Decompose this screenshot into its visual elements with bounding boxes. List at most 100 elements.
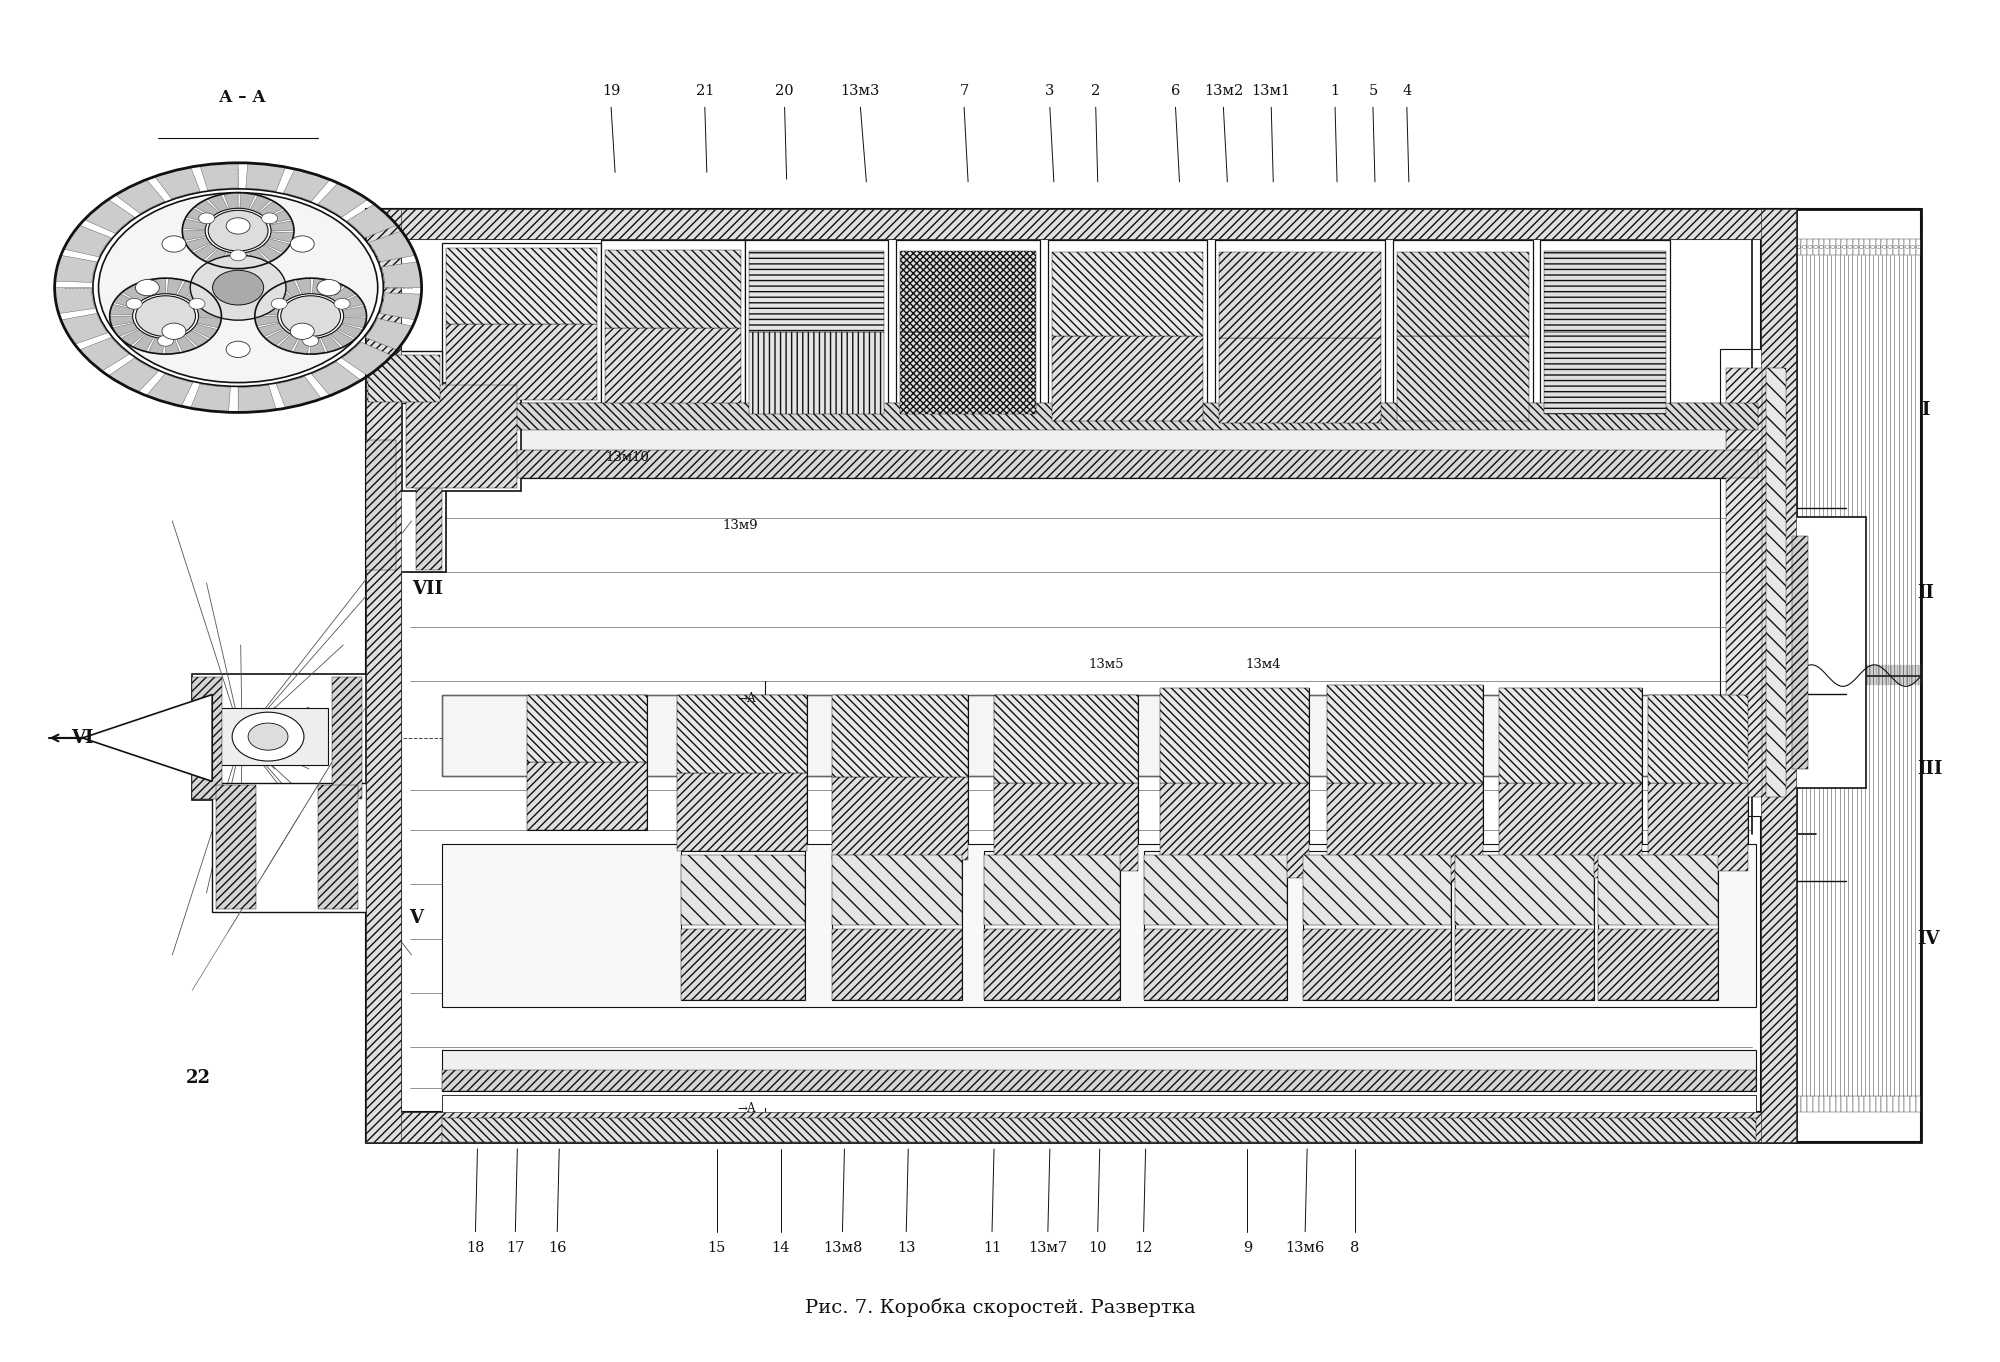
- Bar: [1824, 238, 1830, 255]
- Text: 13: 13: [898, 1241, 916, 1254]
- Text: 19: 19: [602, 84, 620, 98]
- Text: VI: VI: [72, 729, 94, 746]
- Bar: [1892, 1096, 1898, 1113]
- Circle shape: [1814, 245, 1818, 248]
- Wedge shape: [318, 183, 368, 217]
- Circle shape: [280, 296, 340, 336]
- Circle shape: [208, 210, 268, 251]
- Circle shape: [1894, 245, 1898, 248]
- Wedge shape: [190, 384, 230, 413]
- Wedge shape: [186, 286, 210, 302]
- Wedge shape: [112, 323, 138, 336]
- Wedge shape: [110, 316, 134, 326]
- Wedge shape: [178, 281, 198, 298]
- Wedge shape: [166, 338, 180, 354]
- Text: 8: 8: [1350, 1241, 1360, 1254]
- Text: 13м9: 13м9: [722, 519, 758, 531]
- Bar: [900, 251, 1036, 332]
- Wedge shape: [120, 330, 144, 346]
- Bar: [1910, 1096, 1916, 1113]
- Bar: [1396, 252, 1528, 336]
- Bar: [1540, 240, 1670, 417]
- Text: IV: IV: [1918, 930, 1940, 948]
- Bar: [1830, 238, 1836, 255]
- Wedge shape: [338, 324, 362, 338]
- Bar: [832, 854, 962, 925]
- Bar: [1328, 685, 1482, 881]
- Wedge shape: [366, 319, 412, 350]
- Bar: [1648, 783, 1748, 870]
- Text: 21: 21: [696, 84, 714, 98]
- Wedge shape: [284, 169, 330, 202]
- Circle shape: [1830, 245, 1836, 248]
- Wedge shape: [186, 208, 212, 222]
- Wedge shape: [196, 317, 222, 328]
- Wedge shape: [198, 306, 222, 316]
- Bar: [1048, 240, 1208, 424]
- Text: 7: 7: [960, 84, 968, 98]
- Wedge shape: [148, 338, 164, 354]
- Bar: [1726, 368, 1762, 797]
- Text: III: III: [1918, 760, 1942, 778]
- Bar: [366, 1113, 1796, 1143]
- Bar: [402, 383, 522, 492]
- Circle shape: [190, 298, 204, 309]
- Wedge shape: [368, 232, 416, 262]
- Bar: [994, 783, 1138, 870]
- Bar: [680, 929, 804, 1000]
- Wedge shape: [266, 330, 290, 346]
- Circle shape: [1860, 245, 1864, 248]
- Wedge shape: [294, 338, 308, 354]
- Bar: [1876, 238, 1882, 255]
- Bar: [318, 786, 358, 908]
- Bar: [1818, 238, 1824, 255]
- Wedge shape: [132, 334, 154, 351]
- Bar: [1454, 850, 1594, 1000]
- Wedge shape: [182, 230, 206, 241]
- Bar: [442, 403, 1758, 478]
- Bar: [442, 1071, 1756, 1091]
- Bar: [1160, 688, 1310, 877]
- Bar: [528, 695, 646, 763]
- Bar: [1892, 238, 1898, 255]
- Bar: [1882, 238, 1888, 255]
- Text: 11: 11: [982, 1241, 1002, 1254]
- Text: 10: 10: [1088, 1241, 1106, 1254]
- Bar: [1852, 1096, 1858, 1113]
- Text: 13м6: 13м6: [1286, 1241, 1324, 1254]
- Wedge shape: [154, 168, 200, 199]
- Circle shape: [136, 279, 160, 296]
- Wedge shape: [258, 323, 284, 336]
- Bar: [1328, 783, 1482, 881]
- Bar: [1848, 238, 1852, 255]
- Bar: [1870, 238, 1876, 255]
- Circle shape: [1826, 245, 1830, 248]
- Wedge shape: [330, 330, 354, 347]
- Wedge shape: [270, 221, 294, 230]
- Wedge shape: [258, 245, 282, 262]
- Wedge shape: [248, 249, 268, 267]
- Circle shape: [226, 218, 250, 234]
- Text: VII: VII: [412, 580, 444, 598]
- Bar: [1904, 238, 1910, 255]
- Bar: [1454, 854, 1594, 925]
- Wedge shape: [280, 281, 300, 297]
- Bar: [1808, 238, 1812, 255]
- Text: 13м8: 13м8: [822, 1241, 862, 1254]
- Bar: [1396, 336, 1528, 421]
- Circle shape: [248, 723, 288, 750]
- Wedge shape: [116, 180, 164, 214]
- Wedge shape: [194, 200, 218, 217]
- Wedge shape: [176, 335, 196, 353]
- Bar: [1220, 338, 1380, 424]
- Bar: [212, 783, 366, 911]
- Circle shape: [1836, 245, 1840, 248]
- Bar: [1304, 850, 1450, 1000]
- Bar: [1144, 929, 1288, 1000]
- Wedge shape: [206, 249, 226, 266]
- Circle shape: [126, 298, 142, 309]
- Text: 2: 2: [1092, 84, 1100, 98]
- Bar: [442, 1050, 1756, 1091]
- Bar: [1808, 1096, 1812, 1113]
- Bar: [366, 351, 442, 403]
